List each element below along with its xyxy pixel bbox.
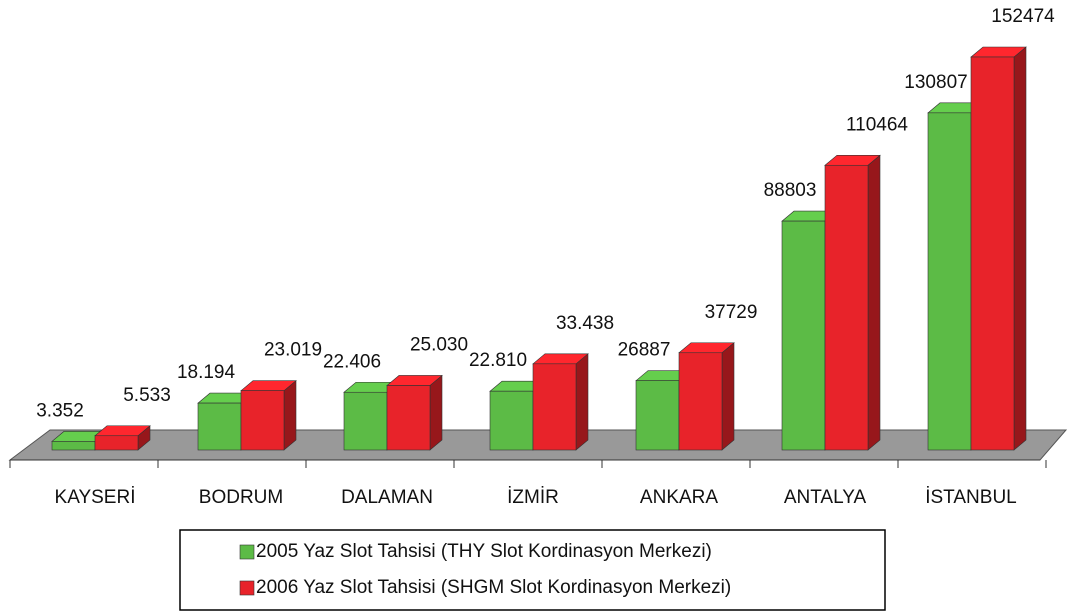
data-label: 37729 — [705, 302, 758, 323]
data-label: 130807 — [904, 72, 967, 93]
bar — [240, 390, 285, 451]
bar — [532, 363, 577, 451]
x-tick-label: ANKARA — [640, 487, 718, 508]
bar — [927, 112, 972, 451]
x-tick-label: İZMİR — [507, 487, 559, 508]
bar — [781, 220, 826, 451]
legend-label: 2006 Yaz Slot Tahsisi (SHGM Slot Kordina… — [256, 577, 731, 598]
bar — [197, 402, 242, 451]
legend — [179, 529, 886, 611]
bar-side — [1013, 46, 1027, 451]
data-label: 25.030 — [410, 335, 468, 356]
bar — [386, 385, 431, 451]
x-tick-label: DALAMAN — [341, 487, 433, 508]
data-label: 22.406 — [323, 351, 381, 372]
bar-side — [721, 342, 735, 451]
bar — [824, 164, 869, 451]
bar-side — [575, 353, 589, 451]
data-label: 110464 — [846, 114, 908, 135]
data-label: 3.352 — [36, 400, 84, 421]
data-label: 18.194 — [177, 362, 236, 383]
bar — [635, 380, 680, 451]
bar-side — [283, 380, 297, 451]
x-tick-label: ANTALYA — [784, 487, 867, 508]
bar — [678, 352, 723, 451]
data-label: 88803 — [764, 180, 817, 201]
legend-swatch — [239, 544, 255, 560]
bar — [970, 56, 1015, 451]
data-label: 23.019 — [264, 340, 322, 361]
data-label: 152474 — [991, 6, 1055, 27]
x-tick-label: KAYSERİ — [55, 487, 136, 508]
bar — [489, 390, 534, 451]
bar-side — [429, 374, 443, 451]
data-label: 22.810 — [469, 350, 527, 371]
x-tick-label: İSTANBUL — [925, 487, 1017, 508]
x-tick-label: BODRUM — [199, 487, 283, 508]
legend-label: 2005 Yaz Slot Tahsisi (THY Slot Kordinas… — [256, 541, 712, 562]
bar-side — [867, 154, 881, 451]
bar — [94, 435, 139, 451]
bar — [51, 441, 96, 451]
data-label: 26887 — [618, 340, 671, 361]
legend-swatch — [239, 580, 255, 596]
data-label: 5.533 — [123, 385, 171, 406]
bar — [343, 391, 388, 451]
data-label: 33.438 — [556, 313, 614, 334]
